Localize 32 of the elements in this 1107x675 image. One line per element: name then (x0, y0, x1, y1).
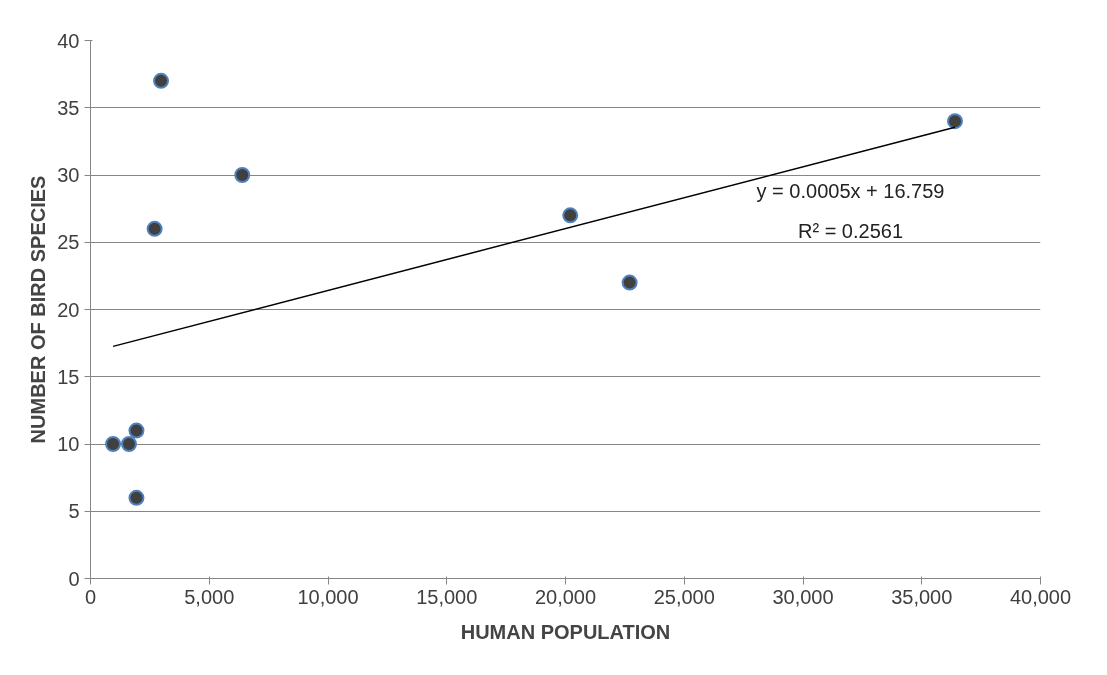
x-tick-label: 30,000 (772, 585, 834, 608)
x-tick-label: 20,000 (534, 585, 597, 608)
y-tick-label: 0 (68, 567, 80, 590)
point (562, 207, 579, 224)
point (153, 72, 170, 89)
y-tick-label: 40 (57, 29, 80, 52)
point (234, 167, 251, 183)
point (120, 436, 137, 452)
point (128, 422, 145, 439)
x-tick-label: 15,000 (416, 585, 478, 608)
point (128, 489, 145, 506)
annotation: y = 0.0005x + 16.759 (756, 179, 945, 202)
y-tick-label: 35 (57, 96, 80, 119)
y-tick-label: 20 (57, 298, 80, 321)
x-tick-label: 40,000 (1009, 585, 1072, 608)
y-axis-title: NUMBER OF BIRD SPECIES (27, 175, 50, 444)
point (146, 220, 163, 237)
x-tick-label: 25,000 (653, 585, 715, 608)
y-tick-label: 10 (57, 433, 80, 455)
point (105, 436, 122, 452)
x-tick-label: 35,000 (891, 585, 953, 608)
point (947, 113, 963, 130)
y-tick-label: 15 (57, 365, 80, 388)
x-tick-label: 0 (84, 585, 97, 608)
y-tick-label: 30 (57, 164, 80, 186)
x-tick-label: 10,000 (297, 585, 359, 608)
point (621, 274, 638, 291)
x-tick-label: 5,000 (184, 585, 235, 608)
annotation: R² = 0.2561 (797, 220, 904, 243)
y-tick-label: 5 (68, 500, 80, 523)
x-axis-title: HUMAN POPULATION (460, 620, 671, 643)
y-tick-label: 25 (57, 231, 80, 254)
